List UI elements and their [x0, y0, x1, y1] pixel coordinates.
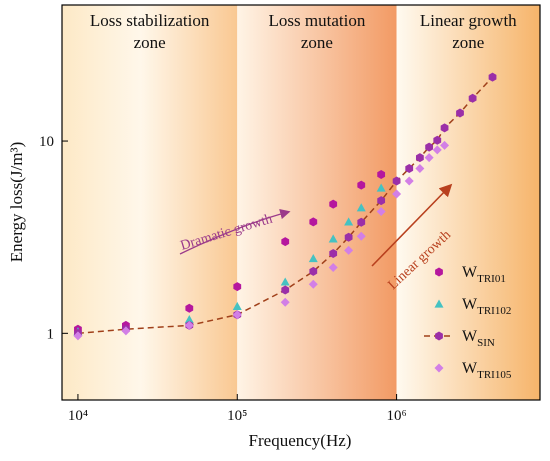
point: [344, 217, 354, 226]
point: [456, 108, 464, 118]
point: [185, 303, 194, 313]
x-axis-label: Frequency(Hz): [249, 431, 352, 450]
point: [377, 196, 386, 206]
point: [73, 331, 83, 341]
arrow: [371, 183, 453, 267]
point: [376, 207, 386, 217]
point: [425, 142, 434, 152]
point: [309, 217, 318, 227]
point: [376, 183, 386, 192]
point: [404, 176, 414, 186]
point: [329, 249, 338, 259]
legend-label: WTRI105: [462, 360, 512, 381]
point: [280, 277, 290, 286]
x-tick-label: 10⁶: [386, 408, 406, 424]
point: [328, 262, 338, 272]
y-tick-label: 10: [39, 134, 54, 150]
point: [232, 310, 242, 320]
zone: [62, 5, 238, 400]
zone-label: Linear growth: [420, 11, 517, 30]
legend-label: WTRI01: [462, 264, 506, 285]
point: [356, 203, 366, 212]
point: [233, 282, 242, 292]
point: [281, 237, 290, 247]
point: [377, 169, 386, 179]
point: [392, 189, 402, 199]
point: [488, 72, 497, 82]
point: [415, 163, 425, 173]
y-axis-label: Energy loss(J/m³): [7, 142, 26, 262]
point: [344, 232, 353, 242]
point: [433, 135, 442, 145]
legend-marker: [435, 331, 443, 341]
legend-marker: [434, 363, 444, 373]
point: [329, 199, 338, 209]
point: [468, 93, 477, 103]
legend-marker: [435, 267, 443, 277]
legend-label: WSIN: [462, 328, 495, 349]
point: [356, 231, 366, 241]
point: [184, 315, 194, 324]
arrow: [179, 209, 291, 255]
point: [440, 123, 449, 133]
point: [357, 217, 366, 227]
point: [121, 326, 131, 336]
point: [281, 285, 290, 295]
zone-label: Loss stabilization: [90, 11, 210, 30]
point: [280, 297, 290, 307]
zone: [396, 5, 540, 400]
point: [392, 176, 401, 186]
plot-frame: [61, 4, 541, 401]
point: [424, 153, 434, 163]
point: [344, 245, 354, 255]
point: [405, 163, 414, 173]
point: [308, 253, 318, 263]
point: [184, 320, 194, 330]
x-tick-label: 10⁴: [68, 408, 88, 424]
point: [328, 234, 338, 243]
legend-marker: [434, 299, 444, 308]
zone: [237, 5, 397, 400]
point: [440, 140, 450, 150]
zone-label: zone: [134, 33, 166, 52]
zone-label: zone: [301, 33, 333, 52]
point: [308, 279, 318, 289]
point: [232, 301, 242, 311]
legend-label: WTRI102: [462, 296, 511, 317]
zone-label: zone: [452, 33, 484, 52]
point: [432, 145, 442, 155]
y-tick-label: 1: [47, 326, 55, 342]
x-tick-label: 10⁵: [227, 408, 247, 424]
zone-label: Loss mutation: [269, 11, 366, 30]
point: [309, 266, 318, 276]
point: [357, 180, 366, 190]
point: [415, 153, 424, 163]
